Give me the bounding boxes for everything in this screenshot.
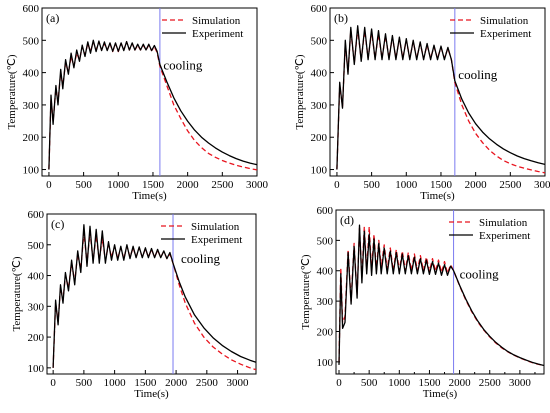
x-tick-label: 3000: [246, 179, 269, 191]
y-tick-label: 300: [311, 100, 328, 112]
legend-entry-simulation: Simulation: [191, 221, 240, 233]
panel-tag: (c): [51, 217, 64, 231]
y-tick-label: 200: [28, 332, 45, 344]
y-tick-label: 200: [23, 132, 40, 144]
y-tick-label: 500: [23, 35, 40, 47]
x-axis-label: Time(s): [132, 190, 167, 202]
series-line-experiment: [52, 224, 256, 368]
x-tick-label: 1500: [142, 179, 165, 191]
x-tick-label: 1500: [430, 179, 453, 191]
x-tick-label: 0: [336, 377, 342, 389]
panels: 0 500 1000 1500 2000 2500 30001002003004005006…: [6, 3, 550, 400]
x-tick-label: 2500: [479, 377, 502, 389]
series-line-experiment: [48, 39, 257, 170]
y-tick-label: 300: [28, 301, 45, 313]
legend-entry-simulation: Simulation: [480, 15, 529, 27]
x-tick-label: 2000: [449, 377, 472, 389]
legend-entry-experiment: Experiment: [479, 230, 530, 242]
y-axis-label: Temperature(℃): [6, 54, 18, 129]
x-tick-label: 1000: [388, 377, 411, 389]
y-tick-label: 300: [23, 100, 40, 112]
plot-frame: [41, 7, 258, 177]
y-tick-label: 600: [23, 3, 40, 15]
panel-tag: (b): [334, 11, 348, 25]
y-tick-label: 300: [317, 296, 334, 308]
x-tick-label: 2000: [177, 179, 200, 191]
x-tick-label: 3000: [227, 377, 250, 389]
plot-frame: [46, 213, 257, 375]
legend-entry-experiment: Experiment: [480, 28, 531, 40]
y-tick-label: 100: [23, 165, 40, 177]
x-tick-label: 1500: [418, 377, 441, 389]
x-tick-label: 0: [50, 377, 56, 389]
y-tick-label: 100: [317, 357, 334, 369]
x-tick-label: 2500: [499, 179, 522, 191]
cooling-annotation: cooling: [163, 57, 202, 72]
y-tick-label: 400: [23, 68, 40, 80]
cooling-annotation: cooling: [458, 67, 497, 82]
x-tick-label: 500: [363, 179, 380, 191]
series-line-experiment: [336, 25, 545, 170]
legend-entry-experiment: Experiment: [191, 234, 242, 246]
y-tick-label: 500: [28, 240, 45, 252]
y-axis-label: Temperature(℃): [300, 254, 312, 329]
x-tick-label: 1500: [134, 377, 157, 389]
series-line-experiment: [338, 224, 544, 367]
x-tick-label: 1000: [395, 179, 418, 191]
x-tick-label: 500: [75, 179, 92, 191]
y-tick-label: 500: [311, 35, 328, 47]
y-tick-label: 400: [28, 271, 45, 283]
plot-frame: [329, 7, 546, 177]
x-tick-label: 2500: [211, 179, 234, 191]
x-tick-label: 0: [334, 179, 340, 191]
x-tick-label: 500: [361, 377, 378, 389]
subplot-3: 0 500 1000 1500 2000 2500 3000 100 200 300 400 500 6…: [11, 209, 257, 400]
y-tick-label: 100: [311, 165, 328, 177]
series-group: [338, 224, 544, 367]
y-tick-label: 600: [28, 209, 45, 221]
x-tick-label: 1000: [107, 179, 130, 191]
y-tick-label: 600: [317, 205, 334, 217]
x-tick-label: 0: [46, 179, 52, 191]
legend-entry-experiment: Experiment: [192, 28, 243, 40]
cooling-annotation: cooling: [181, 251, 220, 266]
series-group: [48, 39, 257, 171]
x-axis-label: Time(s): [420, 190, 455, 202]
subplot-4: 0 500 1000 1500 2000 2500 3000 100 200 300 400 500 6…: [300, 205, 545, 400]
x-tick-label: 3000: [534, 179, 550, 191]
y-axis-label: Temperature(℃): [294, 54, 306, 129]
y-tick-label: 600: [311, 3, 328, 15]
x-tick-label: 1000: [104, 377, 127, 389]
legend-entry-simulation: Simulation: [479, 217, 528, 229]
x-tick-label: 2500: [196, 377, 219, 389]
legend-entry-simulation: Simulation: [192, 15, 241, 27]
y-tick-label: 100: [28, 363, 45, 375]
x-tick-label: 3000: [509, 377, 532, 389]
series-group: [52, 224, 256, 371]
series-group: [336, 25, 545, 174]
x-tick-label: 2000: [465, 179, 488, 191]
subplot-1: 0 500 1000 1500 2000 2500 3000 100 200 300 400 500 6…: [6, 3, 269, 202]
x-axis-label: Time(s): [134, 388, 169, 400]
y-axis-label: Temperature(℃): [11, 256, 23, 331]
y-tick-label: 400: [317, 266, 334, 278]
panel-tag: (d): [340, 213, 354, 227]
panel-tag: (a): [46, 11, 59, 25]
x-axis-label: Time(s): [423, 388, 458, 400]
subplot-2: 0 500 1000 1500 2000 2500 3000 100 200 300 400 500 6…: [294, 3, 550, 202]
y-tick-label: 200: [317, 326, 334, 338]
y-tick-label: 200: [311, 132, 328, 144]
cooling-annotation: cooling: [460, 266, 499, 281]
x-tick-label: 2000: [165, 377, 188, 389]
y-tick-label: 400: [311, 68, 328, 80]
y-tick-label: 500: [317, 235, 334, 247]
plot-frame: [335, 209, 545, 375]
x-tick-label: 500: [76, 377, 93, 389]
